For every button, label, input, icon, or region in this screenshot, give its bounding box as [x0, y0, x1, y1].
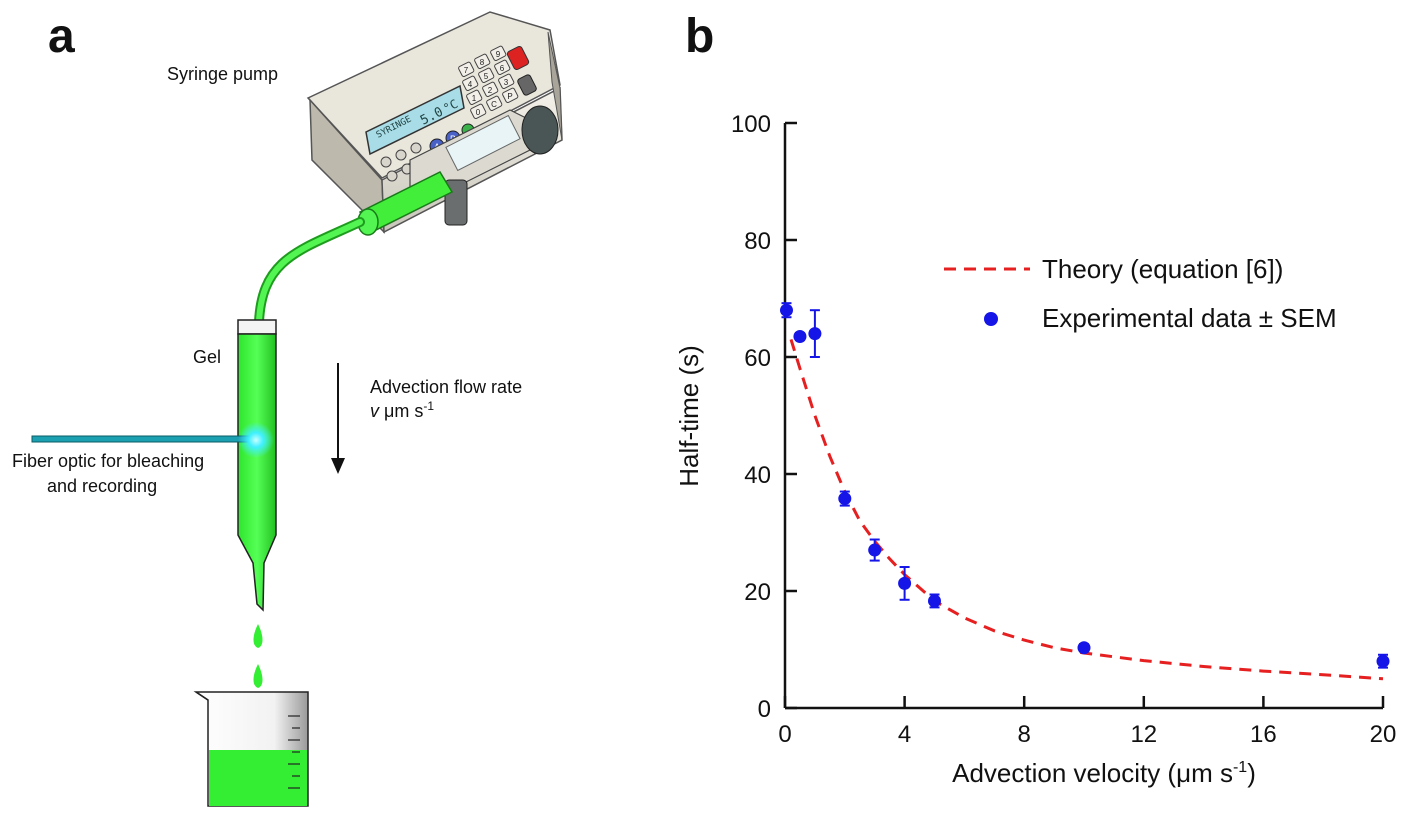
keypad-key: P — [502, 87, 519, 103]
droplet — [253, 664, 263, 688]
y-tick-label: 40 — [744, 462, 771, 489]
data-point — [779, 303, 793, 317]
svg-text:7: 7 — [464, 66, 469, 75]
theory-curve — [789, 338, 1384, 681]
svg-text:C: C — [491, 100, 497, 109]
legend: Theory (equation [6]) Experimental data … — [944, 254, 1337, 333]
beaker — [193, 691, 309, 807]
data-point — [838, 492, 852, 506]
x-axis-label: Advection velocity (μm s-1) — [952, 758, 1256, 788]
x-tick-label: 0 — [778, 721, 791, 748]
legend-theory-label: Theory (equation [6]) — [1042, 254, 1283, 284]
svg-text:P: P — [507, 92, 512, 101]
y-tick-label: 80 — [744, 228, 771, 255]
y-axis-label: Half-time (s) — [674, 345, 704, 487]
flow-arrow-head — [331, 458, 345, 474]
pump-display-unit: °C — [441, 97, 460, 116]
panel-a-letter: a — [48, 10, 75, 63]
x-tick-label: 16 — [1250, 721, 1277, 748]
beaker-graduations — [288, 715, 300, 789]
keypad-key: 0 — [470, 103, 487, 119]
flow-label-v: v — [370, 401, 380, 421]
svg-text:6: 6 — [500, 64, 505, 73]
syringe-pump-label: Syringe pump — [167, 64, 278, 84]
y-tick-label: 60 — [744, 345, 771, 372]
x-axis-label-main: Advection velocity (μm s — [952, 758, 1233, 788]
y-tick-label: 0 — [758, 696, 771, 723]
chart-plot: 0 20 40 60 80 100 0 4 8 12 16 20 — [731, 111, 1396, 748]
svg-text:9: 9 — [496, 50, 501, 59]
svg-text:4: 4 — [468, 80, 473, 89]
pump-display — [365, 84, 465, 156]
gel-label: Gel — [193, 347, 221, 367]
keypad-key: 9 — [490, 45, 507, 61]
data-point — [1376, 654, 1390, 668]
syringe-pump: SYRINGE 5.0 °C A B 7 8 9 4 5 6 1 2 3 0 C — [306, 11, 563, 236]
svg-text:8: 8 — [480, 58, 485, 67]
svg-text:2: 2 — [488, 86, 493, 95]
flow-label-line2: v μm s-1 — [370, 399, 434, 421]
data-point — [928, 594, 941, 608]
y-tick-label: 20 — [744, 579, 771, 606]
flow-label-line1: Advection flow rate — [370, 377, 522, 397]
data-point — [1077, 641, 1091, 655]
plunger-knob — [521, 105, 559, 155]
flow-label-exp: -1 — [423, 399, 434, 413]
legend-data-label: Experimental data ± SEM — [1042, 303, 1337, 333]
legend-data-swatch — [984, 312, 998, 326]
svg-text:3: 3 — [504, 78, 509, 87]
x-axis-label-close: ) — [1247, 758, 1256, 788]
keypad-key: 8 — [474, 53, 491, 69]
pump-keypad: 7 8 9 4 5 6 1 2 3 0 C P — [458, 45, 519, 119]
keypad-key: 5 — [478, 67, 495, 83]
flow-label-units: μm s — [384, 401, 423, 421]
keypad-key: 4 — [462, 75, 479, 91]
keypad-key: 3 — [498, 73, 515, 89]
bleach-spot — [238, 422, 274, 458]
x-axis-label-exp: -1 — [1233, 759, 1247, 776]
fiber-optic — [31, 435, 255, 443]
droplet — [253, 624, 263, 648]
fiber-label-line1: Fiber optic for bleaching — [12, 451, 204, 471]
keypad-key: 7 — [458, 61, 475, 77]
fiber-label-line2: and recording — [47, 476, 157, 496]
series-layer — [779, 302, 1390, 681]
svg-text:1: 1 — [472, 94, 477, 103]
y-ticks: 0 20 40 60 80 100 — [731, 111, 797, 723]
data-point — [898, 576, 912, 590]
gel-column — [237, 319, 277, 612]
column-cap — [237, 319, 277, 335]
syringe-barrel — [445, 114, 521, 172]
beaker-fluid — [209, 750, 307, 806]
pump-power-button — [517, 74, 537, 96]
keypad-key: 6 — [494, 59, 511, 75]
data-point — [793, 330, 807, 344]
keypad-key: 2 — [482, 81, 499, 97]
keypad-key: C — [486, 95, 503, 111]
x-tick-label: 12 — [1130, 721, 1157, 748]
x-tick-label: 8 — [1018, 721, 1031, 748]
x-tick-label: 20 — [1370, 721, 1397, 748]
keypad-key: 1 — [466, 89, 483, 105]
pump-stop-button — [506, 45, 530, 71]
data-point — [868, 543, 882, 557]
svg-text:5: 5 — [484, 72, 489, 81]
x-ticks: 0 4 8 12 16 20 — [778, 696, 1396, 748]
svg-text:0: 0 — [476, 108, 481, 117]
y-tick-label: 100 — [731, 111, 771, 138]
x-tick-label: 4 — [898, 721, 911, 748]
panel-b-letter: b — [685, 10, 714, 63]
data-point — [808, 327, 822, 341]
